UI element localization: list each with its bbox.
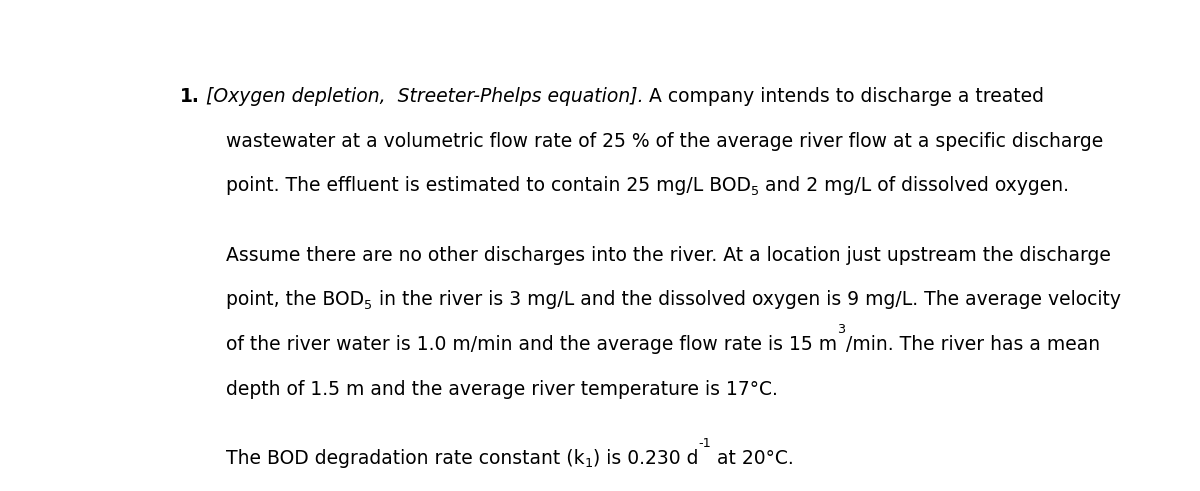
Text: point. The effluent is estimated to contain 25 mg/L BOD: point. The effluent is estimated to cont… bbox=[227, 176, 751, 195]
Text: 3: 3 bbox=[838, 323, 846, 336]
Text: point, the BOD: point, the BOD bbox=[227, 290, 365, 309]
Text: 1: 1 bbox=[584, 457, 593, 470]
Text: wastewater at a volumetric flow rate of 25 % of the average river flow at a spec: wastewater at a volumetric flow rate of … bbox=[227, 132, 1104, 151]
Text: 1.: 1. bbox=[180, 87, 199, 106]
Text: ) is 0.230 d: ) is 0.230 d bbox=[593, 449, 698, 468]
Text: in the river is 3 mg/L and the dissolved oxygen is 9 mg/L. The average velocity: in the river is 3 mg/L and the dissolved… bbox=[372, 290, 1121, 309]
Text: A company intends to discharge a treated: A company intends to discharge a treated bbox=[643, 87, 1044, 106]
Text: and 2 mg/L of dissolved oxygen.: and 2 mg/L of dissolved oxygen. bbox=[760, 176, 1069, 195]
Text: of the river water is 1.0 m/min and the average flow rate is 15 m: of the river water is 1.0 m/min and the … bbox=[227, 335, 838, 354]
Text: depth of 1.5 m and the average river temperature is 17°C.: depth of 1.5 m and the average river tem… bbox=[227, 380, 778, 399]
Text: /min. The river has a mean: /min. The river has a mean bbox=[846, 335, 1099, 354]
Text: at 20°C.: at 20°C. bbox=[712, 449, 794, 468]
Text: 5: 5 bbox=[751, 185, 760, 198]
Text: Assume there are no other discharges into the river. At a location just upstream: Assume there are no other discharges int… bbox=[227, 246, 1111, 265]
Text: 5: 5 bbox=[365, 299, 372, 312]
Text: The BOD degradation rate constant (k: The BOD degradation rate constant (k bbox=[227, 449, 584, 468]
Text: -1: -1 bbox=[698, 436, 712, 450]
Text: [Oxygen depletion,  Streeter-Phelps equation].: [Oxygen depletion, Streeter-Phelps equat… bbox=[206, 87, 643, 106]
